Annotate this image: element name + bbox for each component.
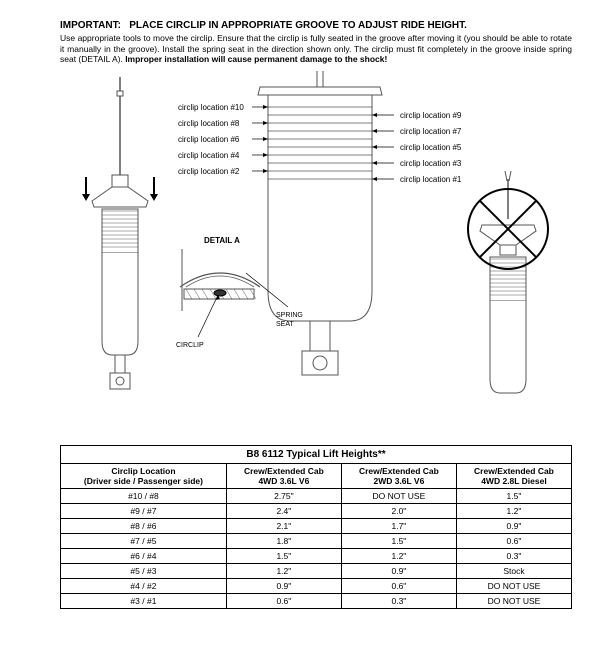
- table-row: #5 / #31.2"0.9"Stock: [61, 563, 572, 578]
- table-title: B8 6112 Typical Lift Heights**: [61, 445, 572, 463]
- table-cell: 1.2": [341, 548, 456, 563]
- svg-text:circlip location #9: circlip location #9: [400, 111, 462, 120]
- table-cell: 2.75": [226, 488, 341, 503]
- important-label: IMPORTANT:: [60, 20, 121, 31]
- svg-text:DETAIL A: DETAIL A: [204, 236, 240, 245]
- table-cell: 0.9": [226, 578, 341, 593]
- important-heading: IMPORTANT: PLACE CIRCLIP IN APPROPRIATE …: [60, 20, 572, 31]
- important-text: PLACE CIRCLIP IN APPROPRIATE GROOVE TO A…: [129, 20, 467, 31]
- table-cell: 1.5": [226, 548, 341, 563]
- table-col-header: Crew/Extended Cab4WD 2.8L Diesel: [456, 463, 571, 488]
- table-row: #9 / #72.4"2.0"1.2": [61, 503, 572, 518]
- table-col-header: Circlip Location(Driver side / Passenger…: [61, 463, 227, 488]
- table-cell: Stock: [456, 563, 571, 578]
- table-cell: #7 / #5: [61, 533, 227, 548]
- instruction-paragraph: Use appropriate tools to move the circli…: [60, 33, 572, 65]
- table-cell: 0.3": [456, 548, 571, 563]
- table-cell: 1.2": [456, 503, 571, 518]
- svg-text:SPRING: SPRING: [276, 312, 303, 319]
- table-col-header: Crew/Extended Cab2WD 3.6L V6: [341, 463, 456, 488]
- table-row: #3 / #10.6"0.3"DO NOT USE: [61, 593, 572, 608]
- table-cell: 2.1": [226, 518, 341, 533]
- table-body: #10 / #82.75"DO NOT USE1.5"#9 / #72.4"2.…: [61, 488, 572, 608]
- svg-text:CIRCLIP: CIRCLIP: [176, 342, 204, 349]
- page: IMPORTANT: PLACE CIRCLIP IN APPROPRIATE …: [0, 0, 612, 629]
- table-header-row: Circlip Location(Driver side / Passenger…: [61, 463, 572, 488]
- table-cell: #10 / #8: [61, 488, 227, 503]
- svg-text:SEAT: SEAT: [276, 321, 294, 328]
- table-cell: 0.9": [341, 563, 456, 578]
- table-cell: DO NOT USE: [456, 578, 571, 593]
- lift-table: B8 6112 Typical Lift Heights** Circlip L…: [60, 445, 572, 609]
- table-cell: 0.6": [341, 578, 456, 593]
- svg-text:circlip location #7: circlip location #7: [400, 127, 462, 136]
- table-cell: #5 / #3: [61, 563, 227, 578]
- table-row: #6 / #41.5"1.2"0.3": [61, 548, 572, 563]
- table-cell: DO NOT USE: [456, 593, 571, 608]
- table-cell: 1.8": [226, 533, 341, 548]
- instruction-warning: Improper installation will cause permane…: [125, 54, 387, 64]
- table-cell: #4 / #2: [61, 578, 227, 593]
- table-cell: 1.5": [341, 533, 456, 548]
- table-cell: 2.0": [341, 503, 456, 518]
- table-cell: #9 / #7: [61, 503, 227, 518]
- table-cell: 0.9": [456, 518, 571, 533]
- svg-text:circlip location #5: circlip location #5: [400, 143, 462, 152]
- table-row: #8 / #62.1"1.7"0.9": [61, 518, 572, 533]
- table-row: #7 / #51.8"1.5"0.6": [61, 533, 572, 548]
- table-row: #10 / #82.75"DO NOT USE1.5": [61, 488, 572, 503]
- table-cell: 0.3": [341, 593, 456, 608]
- table-cell: #3 / #1: [61, 593, 227, 608]
- svg-text:circlip location #3: circlip location #3: [400, 159, 462, 168]
- svg-text:circlip location #1: circlip location #1: [400, 175, 462, 184]
- svg-text:circlip location #6: circlip location #6: [178, 135, 240, 144]
- svg-text:circlip location #10: circlip location #10: [178, 103, 244, 112]
- table-cell: 2.4": [226, 503, 341, 518]
- table-cell: #6 / #4: [61, 548, 227, 563]
- table-cell: DO NOT USE: [341, 488, 456, 503]
- svg-text:circlip location #4: circlip location #4: [178, 151, 240, 160]
- shock-diagram: circlip location #10 circlip location #8 c…: [60, 71, 572, 441]
- table-col-header: Crew/Extended Cab4WD 3.6L V6: [226, 463, 341, 488]
- table-cell: 0.6": [226, 593, 341, 608]
- svg-text:circlip location #2: circlip location #2: [178, 167, 240, 176]
- table-cell: 1.5": [456, 488, 571, 503]
- table-cell: 1.2": [226, 563, 341, 578]
- svg-text:circlip location #8: circlip location #8: [178, 119, 240, 128]
- table-cell: 0.6": [456, 533, 571, 548]
- table-cell: #8 / #6: [61, 518, 227, 533]
- table-cell: 1.7": [341, 518, 456, 533]
- table-row: #4 / #20.9"0.6"DO NOT USE: [61, 578, 572, 593]
- diagram-area: circlip location #10 circlip location #8 c…: [60, 71, 572, 441]
